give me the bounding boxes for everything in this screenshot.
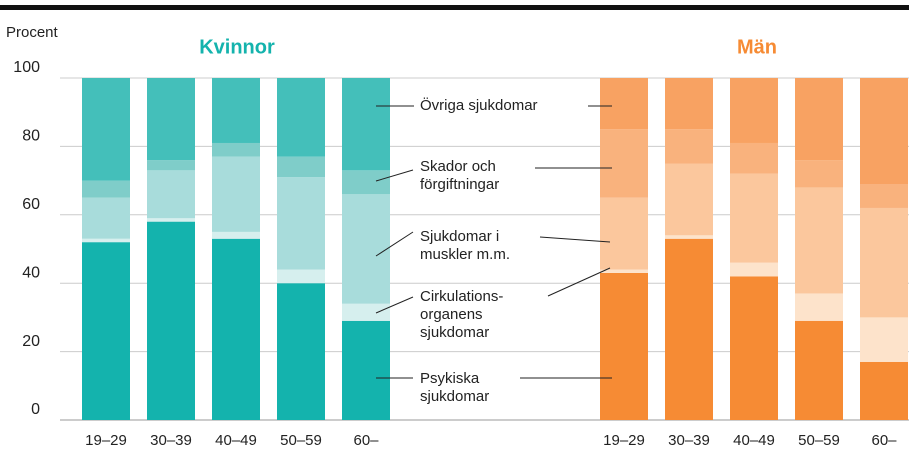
bar-segment <box>277 156 325 178</box>
x-tick-label: 60– <box>871 432 897 449</box>
bar-segment <box>665 78 713 130</box>
bar-segment <box>147 218 195 222</box>
x-tick-label: 30–39 <box>150 432 192 449</box>
legend-label: Sjukdomar i muskler m.m. <box>420 228 510 263</box>
bar-segment <box>212 238 260 420</box>
bar-segment <box>665 163 713 236</box>
legend-label: Skador och förgiftningar <box>420 158 500 193</box>
bar-segment <box>212 231 260 239</box>
bar-segment <box>795 320 843 420</box>
y-tick-label: 100 <box>13 59 40 76</box>
bar-segment <box>795 78 843 161</box>
x-tick-label: 19–29 <box>603 432 645 449</box>
bar-segment <box>600 272 648 420</box>
bar-segment <box>277 78 325 157</box>
bar-segment <box>665 129 713 164</box>
bar-segment <box>730 78 778 143</box>
bar-segment <box>212 142 260 157</box>
bar-segment <box>860 317 908 362</box>
bar-segment <box>600 197 648 270</box>
bar-segment <box>730 276 778 420</box>
bar-segment <box>342 303 390 321</box>
bar-segment <box>147 221 195 420</box>
bar-segment <box>342 320 390 420</box>
bar-segment <box>82 242 130 420</box>
bar-segment <box>277 177 325 270</box>
bar-segment <box>342 170 390 195</box>
legend-label: Cirkulations- organens sjukdomar <box>420 288 504 341</box>
bar-segment <box>82 197 130 239</box>
leader-lines <box>375 105 612 379</box>
x-tick-label: 19–29 <box>85 432 127 449</box>
bar-segment <box>600 129 648 198</box>
bar-segment <box>82 78 130 181</box>
y-tick-label: 40 <box>22 264 40 281</box>
y-tick-label: 60 <box>22 196 40 213</box>
y-tick-label: 20 <box>22 333 40 350</box>
group-title: Kvinnor <box>199 36 275 58</box>
y-tick-label: 0 <box>31 401 40 418</box>
bar-segment <box>860 207 908 318</box>
bar-segment <box>860 361 908 420</box>
bar-segment <box>82 180 130 198</box>
bar-segment <box>212 78 260 143</box>
x-tick-label: 40–49 <box>215 432 257 449</box>
bar-segment <box>600 269 648 273</box>
bar-segment <box>795 293 843 321</box>
bar-segment <box>342 194 390 304</box>
bar-segment <box>730 262 778 277</box>
bar-segment <box>277 269 325 284</box>
bar-segment <box>860 184 908 208</box>
bar-segment <box>860 78 908 185</box>
x-tick-label: 50–59 <box>798 432 840 449</box>
bar-segment <box>665 235 713 239</box>
bar-segment <box>665 238 713 420</box>
bar-segment <box>147 170 195 219</box>
top-rule <box>0 5 909 10</box>
y-tick-label: 80 <box>22 128 40 145</box>
x-tick-label: 60– <box>353 432 379 449</box>
bar-segment <box>795 160 843 188</box>
bar-segment <box>147 160 195 171</box>
bar-segment <box>795 187 843 294</box>
bar-segment <box>212 156 260 232</box>
legend-label: Psykiska sjukdomar <box>420 370 490 405</box>
x-tick-label: 30–39 <box>668 432 710 449</box>
bar-segment <box>730 173 778 263</box>
bar-segment <box>730 142 778 174</box>
bar-segment <box>600 78 648 130</box>
legend-label: Övriga sjukdomar <box>420 97 538 114</box>
x-tick-label: 50–59 <box>280 432 322 449</box>
y-axis-label: Procent <box>6 24 59 41</box>
group-title: Män <box>737 36 777 58</box>
bar-segment <box>82 238 130 243</box>
bar-segment <box>147 78 195 161</box>
bar-segment <box>277 283 325 420</box>
bar-segment <box>342 78 390 171</box>
x-tick-label: 40–49 <box>733 432 775 449</box>
